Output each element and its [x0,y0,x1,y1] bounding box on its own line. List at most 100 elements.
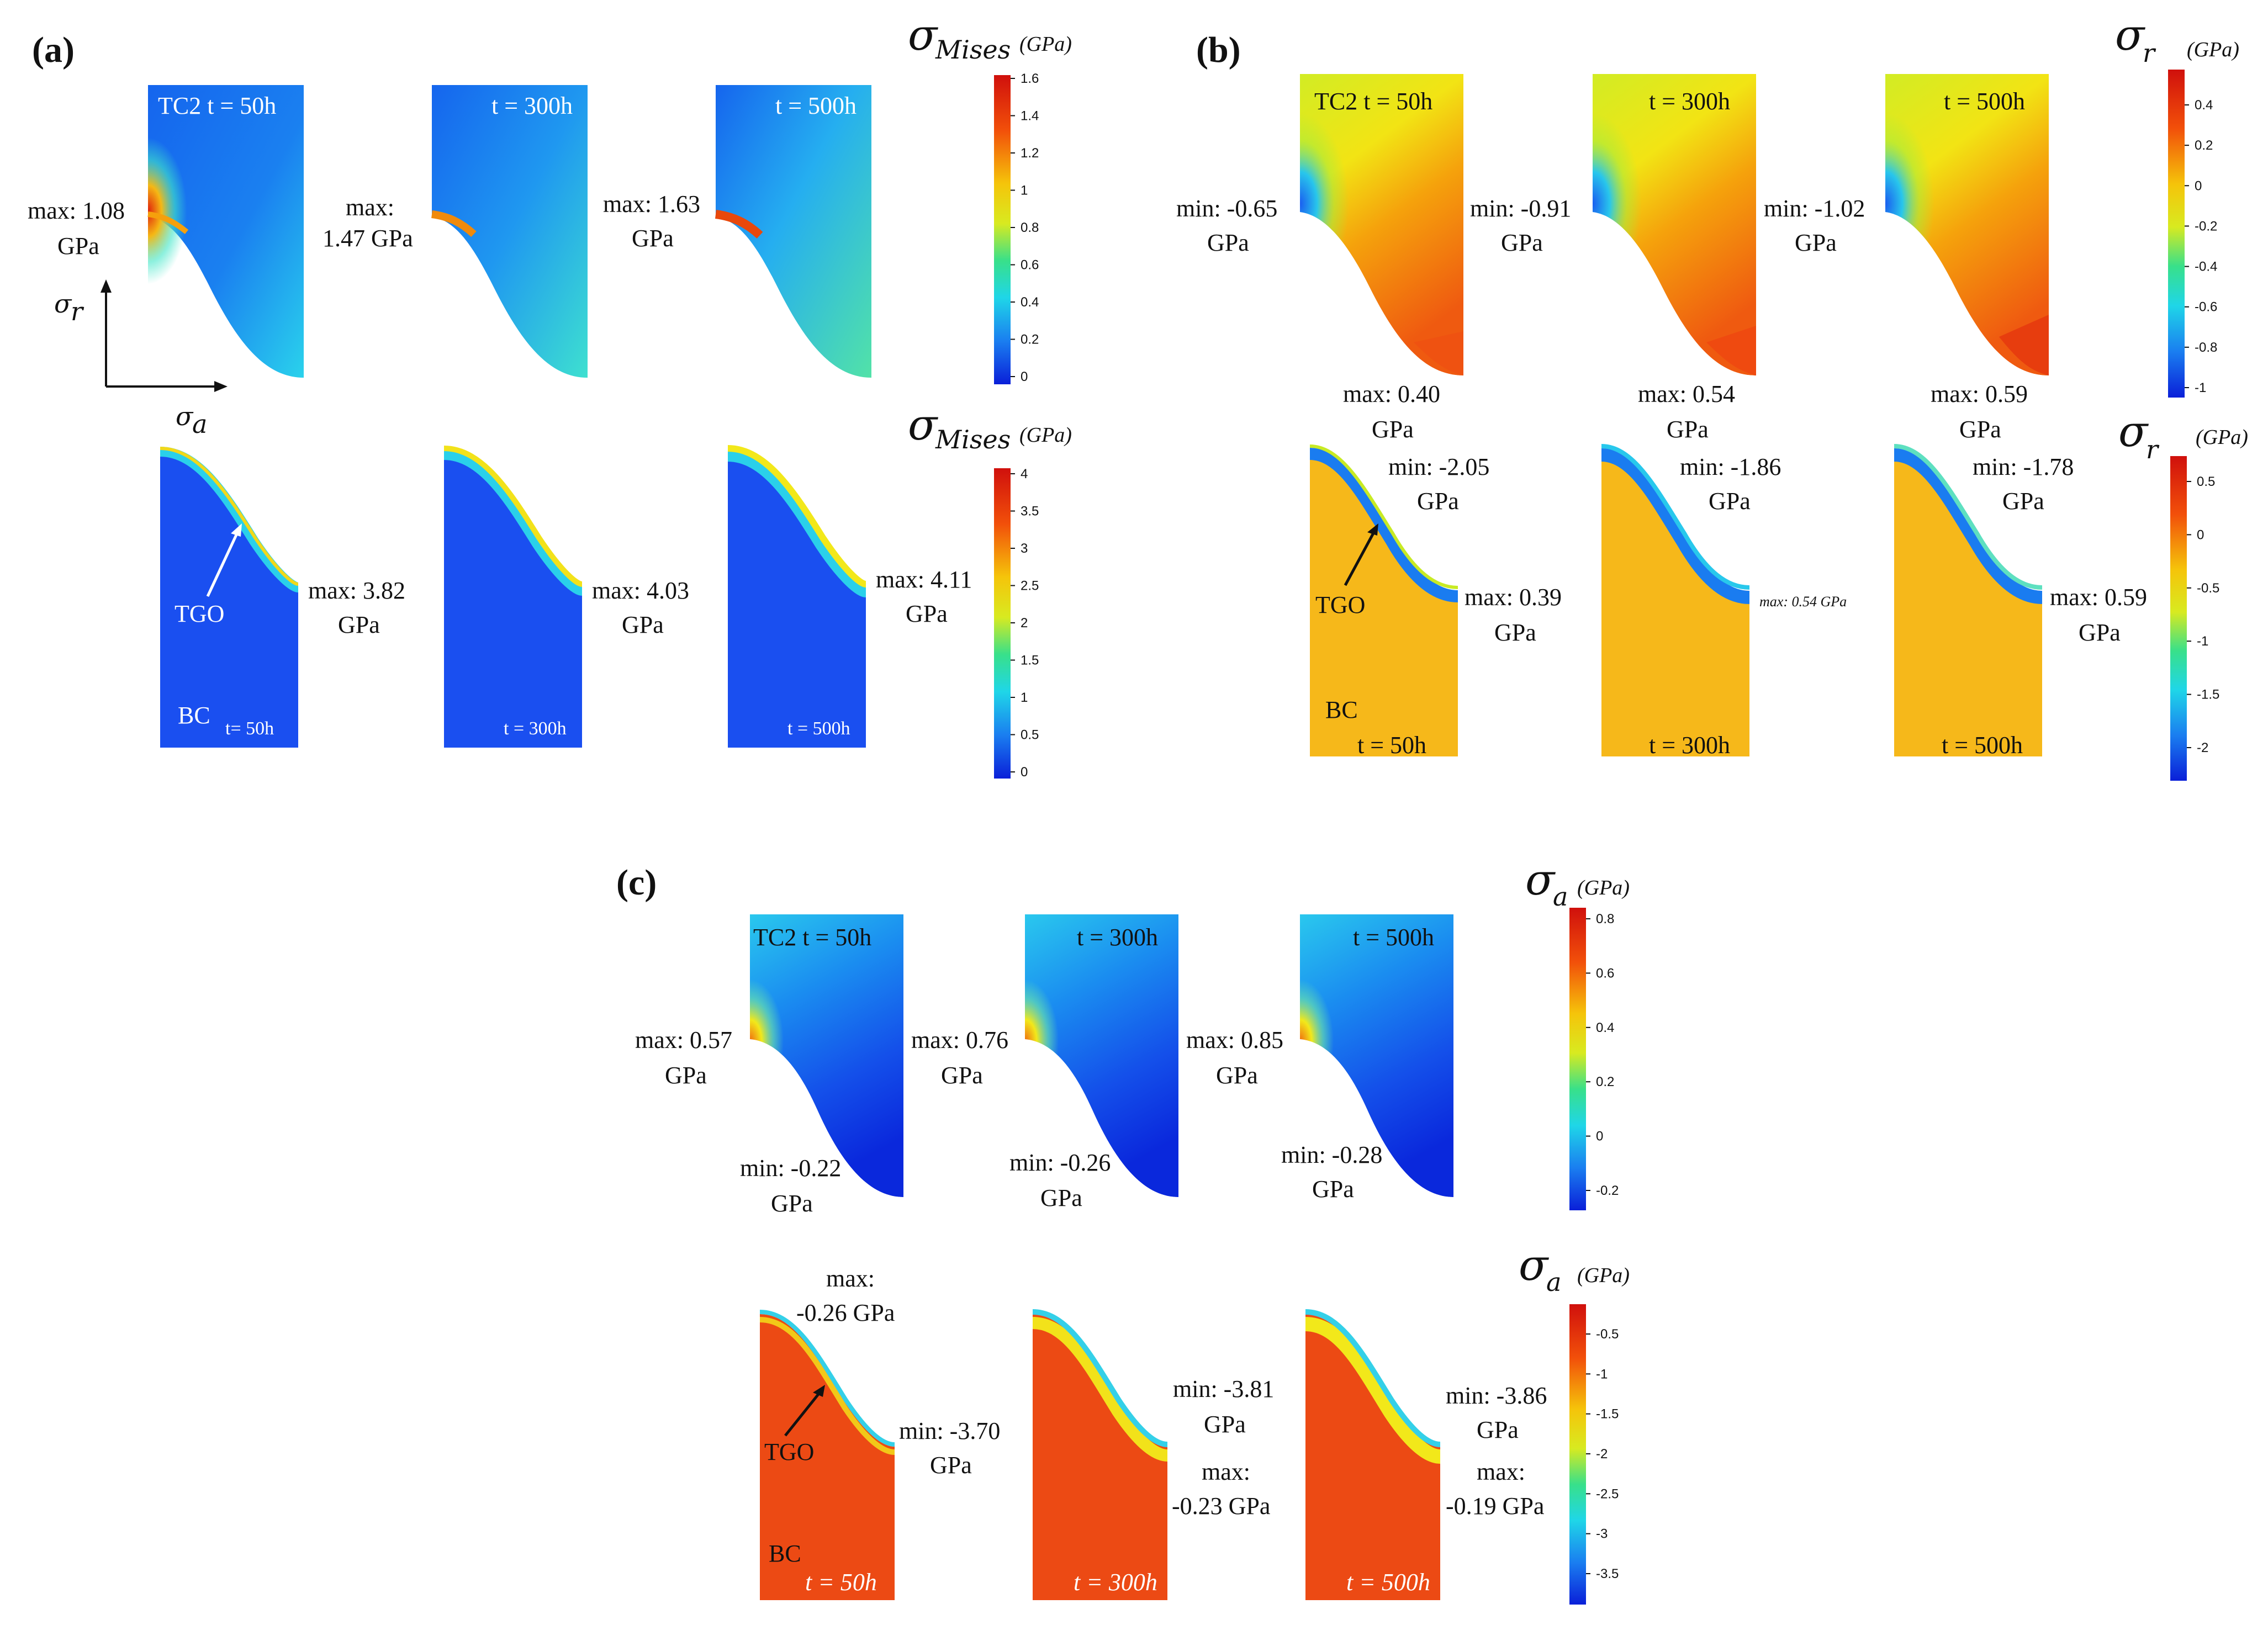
panel-a-top-plot-1 [148,85,304,378]
a-bottom-ann-1-line2: GPa [338,611,380,638]
c-tgo-label: TGO [764,1438,814,1465]
a-top-title-1: TC2 t = 50h [158,92,276,119]
c-top-title-3: t = 500h [1353,924,1434,951]
b-bottom-cb-symbol: σ [2118,407,2149,457]
colorbar-tick-label: 1.4 [1021,109,1039,124]
colorbar-tick-label: -1.5 [1596,1407,1619,1422]
c-top-cb-unit: (GPa) [1577,876,1630,899]
a-bottom-time-2: t = 300h [504,718,567,739]
mask [1885,212,2049,387]
panel-a-top-plot-3 [716,85,871,378]
panel-c-label: (c) [616,862,657,903]
b-top-min-1-line1: min: -0.65 [1176,195,1277,222]
mask [1025,1039,1178,1209]
b-bottom-min-3-line1: min: -1.78 [1973,453,2074,480]
a-top-ann-1-line1: max: 1.08 [28,197,125,224]
axis-y-label: σ [54,289,72,319]
b-top-title-2: t = 300h [1649,88,1730,115]
colorbar-tick-label: -3.5 [1596,1566,1619,1581]
panel-a-bottom-plot-2 [443,446,584,748]
mask [750,1039,903,1209]
b-top-max-1-line1: max: 0.40 [1343,380,1440,407]
colorbar-tick-label: 0 [1021,369,1028,384]
a-tgo-arrow [206,529,240,597]
b-bottom-colorbar [2170,456,2187,781]
b-bottom-cb-unit: (GPa) [2196,426,2248,449]
mask [1593,212,1756,387]
hotspot-marker [431,210,477,237]
c-bottom-min-3-line1: min: -3.86 [1446,1382,1547,1409]
b-bottom-max-3-line2: GPa [2079,619,2121,646]
a-bc-label: BC [178,702,210,729]
b-top-max-1-line2: GPa [1372,416,1414,443]
colorbar-tick-label: 1.5 [1021,653,1039,668]
panel-a-bottom-plot-3 [727,445,868,748]
panel-b-bottom-plot-1 [1309,444,1458,756]
colorbar-tick-label: 4 [1021,467,1028,481]
c-bottom-max-3-line2: -0.19 GPa [1446,1492,1544,1520]
a-top-ann-2-line2: 1.47 GPa [323,225,413,252]
c-bc-label: BC [769,1540,801,1567]
a-bottom-colorbar [994,468,1011,779]
a-top-cb-symbol: σ [908,10,938,60]
a-bottom-ann-3-line2: GPa [906,600,948,627]
c-top-max-2-line1: max: 0.76 [911,1026,1008,1054]
panel-a-label: (a) [32,30,75,70]
a-top-cb-unit: (GPa) [1019,33,1072,56]
hotspot-marker [147,211,189,234]
b-top-min-2-line2: GPa [1501,229,1543,256]
c-top-cb-symbol: σ [1525,855,1556,905]
c-bottom-cb-ticks: -0.5 -1 -1.5 -2 -2.5 -3 -3.5 [1586,1327,1619,1581]
b-top-cb-sub: r [2143,38,2156,68]
c-top-min-3-line1: min: -0.28 [1281,1141,1382,1168]
colorbar-tick-label: -0.8 [2195,340,2217,355]
panel-c-bottom-plot-2 [1032,1309,1168,1600]
c-top-max-2-line2: GPa [941,1062,983,1089]
colorbar-tick-label: -0.2 [1596,1183,1619,1198]
c-bottom-cb-symbol: σ [1519,1241,1549,1290]
a-top-ann-2-line1: max: [346,194,394,221]
colorbar-tick-label: -1 [2197,634,2208,649]
c-tgo-arrow [784,1390,822,1437]
b-bottom-min-2-line1: min: -1.86 [1680,453,1781,480]
a-bottom-cb-ticks: 4 3.5 3 2.5 2 1.5 1 0.5 0 [1011,467,1039,780]
panel-b-label: (b) [1196,30,1241,70]
b-bottom-time-3: t = 500h [1942,732,2023,759]
b-top-cb-unit: (GPa) [2187,38,2239,61]
b-top-min-2-line1: min: -0.91 [1470,195,1571,222]
a-tgo-label: TGO [175,600,224,627]
axis-x-sub: a [192,409,207,439]
c-bottom-time-3: t = 500h [1346,1569,1430,1596]
c-bottom-time-1: t = 50h [805,1569,877,1596]
c-top-min-1-line1: min: -0.22 [740,1155,841,1182]
c-bottom-min-2-line2: GPa [1204,1411,1246,1438]
c-bottom-time-2: t = 300h [1074,1569,1157,1596]
b-top-min-3-line1: min: -1.02 [1764,195,1865,222]
a-top-title-2: t = 300h [491,92,573,119]
b-top-title-1: TC2 t = 50h [1314,88,1432,115]
colorbar-tick-label: 1 [1021,183,1028,198]
colorbar-tick-label: -2.5 [1596,1486,1619,1501]
c-top-title-1: TC2 t = 50h [753,924,871,951]
a-bottom-cb-sub: Mises [935,425,1011,454]
panel-b-bottom-plot-3 [1894,444,2043,756]
colorbar-tick-label: -3 [1596,1527,1608,1542]
b-bottom-max-1-line2: GPa [1494,619,1536,646]
b-bottom-cb-ticks: 0.5 0 -0.5 -1 -1.5 -2 [2187,474,2219,755]
mask [1300,1039,1453,1209]
c-bottom-max-2-line2: -0.23 GPa [1172,1492,1270,1520]
colorbar-tick-label: 2 [1021,616,1028,631]
b-top-min-3-line2: GPa [1795,229,1837,256]
colorbar-tick-label: 0 [1021,765,1028,780]
colorbar-tick-label: 0 [2197,527,2204,542]
c-top-min-2-line1: min: -0.26 [1009,1149,1111,1176]
c-bottom-cb-sub: a [1546,1267,1561,1297]
c-top-colorbar [1569,908,1586,1210]
b-bottom-min-2-line2: GPa [1709,488,1751,515]
colorbar-tick-label: 0.6 [1021,258,1039,273]
c-top-min-1-line2: GPa [771,1190,813,1217]
colorbar-tick-label: 1 [1021,690,1028,705]
a-bottom-cb-unit: (GPa) [1019,424,1072,447]
c-top-max-3-line2: GPa [1216,1062,1258,1089]
c-bottom-max-1-line2: -0.26 GPa [796,1299,895,1326]
